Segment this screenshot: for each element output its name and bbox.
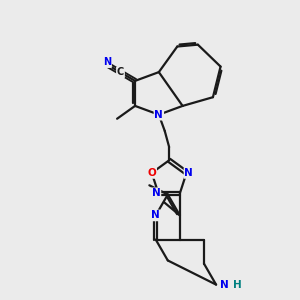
Text: N: N: [152, 188, 161, 198]
Text: N: N: [184, 168, 193, 178]
Text: N: N: [103, 57, 111, 67]
Text: N: N: [220, 280, 229, 290]
Text: O: O: [147, 168, 156, 178]
Text: N: N: [154, 110, 163, 120]
Text: H: H: [233, 280, 242, 290]
Text: C: C: [117, 68, 124, 77]
Text: N: N: [151, 210, 160, 220]
